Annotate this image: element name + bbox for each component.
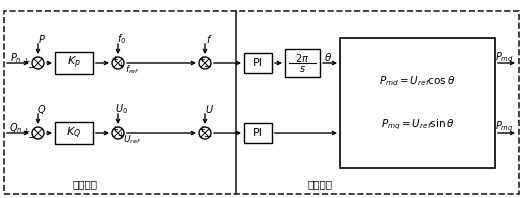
- Text: $P_{md}=U_{ref}\cos\theta$: $P_{md}=U_{ref}\cos\theta$: [379, 74, 456, 88]
- Text: $s$: $s$: [299, 64, 306, 74]
- Bar: [244, 123, 272, 143]
- Text: $K_p$: $K_p$: [67, 55, 81, 71]
- Text: +: +: [22, 56, 30, 66]
- Bar: [55, 52, 93, 74]
- Bar: [55, 122, 93, 144]
- Text: $P_{mq}=U_{ref}\sin\theta$: $P_{mq}=U_{ref}\sin\theta$: [381, 118, 454, 132]
- Text: $f_{ref}$: $f_{ref}$: [124, 64, 139, 76]
- Text: $Q$: $Q$: [37, 103, 47, 115]
- Text: +: +: [199, 126, 206, 134]
- Circle shape: [32, 57, 44, 69]
- Text: +: +: [22, 127, 30, 135]
- Text: +: +: [111, 55, 118, 65]
- Bar: [244, 53, 272, 73]
- Text: $\theta$: $\theta$: [324, 51, 332, 63]
- Text: $P_{mq}$: $P_{mq}$: [495, 120, 514, 134]
- Text: −: −: [204, 132, 212, 142]
- Text: $U$: $U$: [204, 103, 213, 115]
- Text: 控制信号: 控制信号: [308, 179, 333, 189]
- Text: PI: PI: [253, 58, 263, 68]
- Text: +: +: [118, 62, 124, 70]
- Text: 功率控制: 功率控制: [73, 179, 97, 189]
- Text: $P_n$: $P_n$: [10, 51, 22, 65]
- Circle shape: [199, 57, 211, 69]
- Bar: [285, 49, 320, 77]
- Text: −: −: [28, 63, 36, 73]
- Text: $K_Q$: $K_Q$: [66, 126, 82, 141]
- Text: $Q_n$: $Q_n$: [9, 121, 23, 135]
- Text: −: −: [204, 62, 212, 72]
- Circle shape: [112, 127, 124, 139]
- Text: +: +: [199, 55, 206, 65]
- Text: $P$: $P$: [38, 33, 46, 45]
- Text: $2\pi$: $2\pi$: [295, 52, 310, 64]
- Text: $f_0$: $f_0$: [117, 32, 127, 46]
- Bar: [340, 38, 495, 168]
- Circle shape: [199, 127, 211, 139]
- Circle shape: [112, 57, 124, 69]
- Text: PI: PI: [253, 128, 263, 138]
- Text: $U_{ref}$: $U_{ref}$: [123, 134, 141, 146]
- Text: $f$: $f$: [206, 33, 212, 45]
- Text: +: +: [118, 131, 124, 141]
- Text: +: +: [111, 126, 118, 134]
- Text: $U_0$: $U_0$: [116, 102, 129, 116]
- Circle shape: [32, 127, 44, 139]
- Text: $P_{md}$: $P_{md}$: [495, 50, 514, 64]
- Text: −: −: [28, 133, 36, 143]
